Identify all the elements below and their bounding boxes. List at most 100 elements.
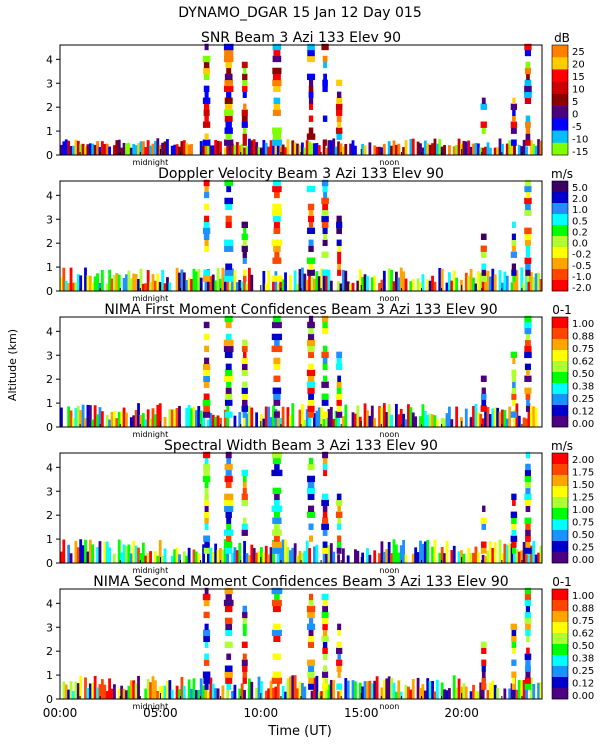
data-cell (474, 142, 478, 155)
data-cell (472, 405, 475, 427)
data-cell (539, 545, 543, 563)
data-cell (173, 408, 177, 427)
data-cell (211, 551, 215, 563)
data-cell (273, 245, 281, 252)
data-cell (105, 143, 109, 155)
data-cell (288, 274, 292, 291)
data-cell (202, 227, 211, 235)
data-cell (325, 553, 328, 563)
data-cell (161, 142, 165, 155)
data-cell (273, 49, 281, 57)
data-cell (211, 145, 215, 155)
data-cell (226, 683, 231, 690)
data-cell (488, 147, 492, 155)
data-cell (524, 517, 532, 524)
data-cell (203, 463, 211, 471)
data-cell (525, 333, 530, 341)
y-tick-label: 1 (46, 397, 53, 410)
data-cell (404, 685, 408, 699)
data-cell (214, 688, 218, 699)
panel-title: NIMA First Moment Confidences Beam 3 Azi… (104, 302, 497, 318)
data-cell (414, 416, 418, 427)
midnight-marker: midnight (133, 702, 169, 711)
data-cell (242, 475, 247, 483)
data-cell (79, 410, 83, 427)
data-cell (438, 139, 442, 155)
data-cell (327, 140, 331, 155)
data-cell (511, 221, 516, 229)
data-cell (373, 680, 377, 699)
data-cell (225, 215, 232, 223)
data-cell (308, 363, 314, 371)
data-cell (241, 357, 249, 365)
data-cell (166, 277, 169, 291)
data-cell (129, 147, 133, 155)
data-cell (242, 611, 248, 619)
data-cell (271, 209, 282, 217)
data-cell (322, 139, 326, 155)
data-cell (448, 272, 451, 291)
data-cell (411, 678, 415, 699)
data-cell (332, 138, 336, 155)
data-cell (137, 547, 140, 563)
data-cell (457, 551, 461, 563)
data-cell (450, 419, 454, 427)
data-cell (242, 629, 247, 637)
data-cell (279, 417, 283, 427)
data-cell (321, 399, 329, 406)
data-cell (202, 139, 211, 146)
data-cell (322, 185, 328, 193)
data-cell (337, 671, 341, 678)
data-cell (241, 659, 248, 666)
colorbar-swatch (552, 394, 568, 406)
data-cell (91, 419, 95, 427)
data-cell (307, 481, 315, 489)
data-cell (242, 257, 247, 264)
y-tick-label: 3 (46, 77, 53, 90)
data-cell (419, 282, 422, 291)
data-cell (269, 680, 273, 699)
colorbar-swatch (552, 677, 568, 689)
data-cell (313, 546, 316, 563)
data-cell (76, 140, 80, 155)
data-cell (469, 417, 473, 427)
data-cell (323, 139, 327, 146)
data-cell (272, 109, 281, 116)
data-cell (117, 539, 121, 563)
data-cell (225, 605, 233, 613)
data-cell (322, 269, 326, 291)
data-cell (336, 357, 342, 365)
data-cell (241, 387, 248, 394)
data-cell (339, 689, 343, 699)
data-cell (462, 553, 466, 563)
data-cell (141, 412, 145, 427)
data-cell (323, 61, 328, 69)
data-cell (241, 61, 248, 69)
data-cell (472, 684, 475, 699)
data-cell (322, 517, 329, 524)
data-cell (517, 415, 521, 427)
data-cell (262, 552, 266, 563)
data-cell (481, 418, 485, 427)
data-cell (223, 55, 234, 63)
data-cell (225, 103, 233, 110)
data-cell (199, 141, 203, 155)
data-cell (423, 140, 427, 155)
data-cell (474, 403, 478, 427)
data-cell (308, 593, 314, 601)
noon-marker: noon (379, 566, 399, 575)
colorbar-swatch (552, 644, 568, 656)
data-cell (524, 315, 532, 323)
data-cell (336, 215, 342, 223)
data-cell (510, 251, 517, 258)
data-cell (74, 282, 78, 291)
data-cell (493, 407, 497, 427)
data-cell (452, 146, 456, 155)
data-cell (309, 535, 314, 542)
data-cell (204, 487, 209, 495)
data-cell (203, 535, 211, 542)
data-cell (366, 410, 369, 427)
data-cell (322, 239, 328, 246)
data-cell (457, 678, 461, 699)
data-cell (402, 271, 406, 291)
